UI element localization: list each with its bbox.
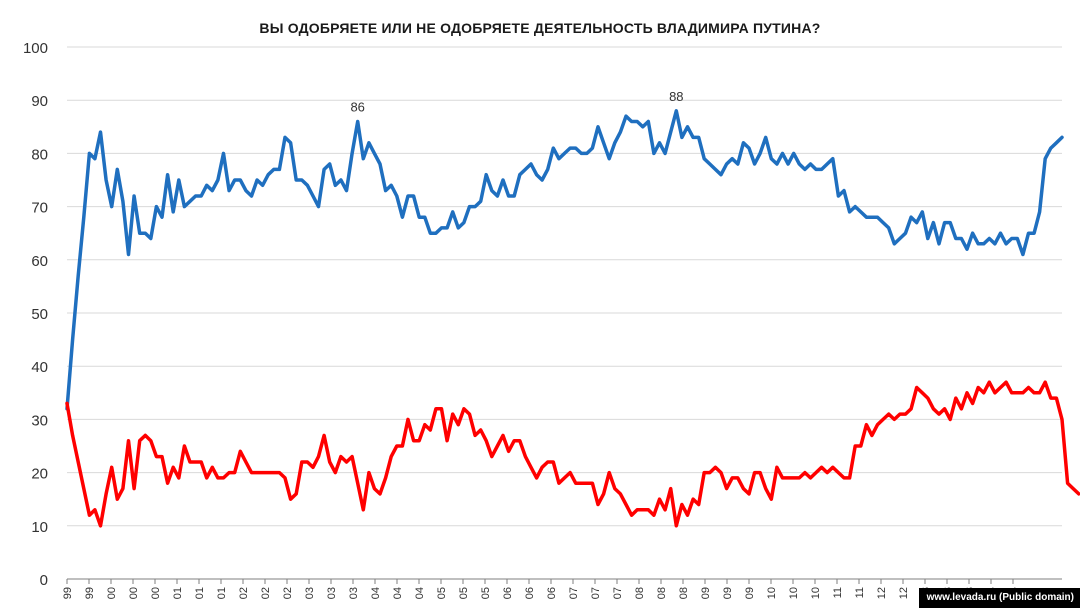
data-label: 88 [669, 89, 683, 104]
x-tick-label: 05 [436, 587, 448, 599]
x-tick-label: 01 [194, 587, 206, 599]
x-tick-label: 03 [348, 587, 360, 599]
x-tick-label: 11 [854, 587, 866, 598]
y-tick-label: 30 [31, 412, 48, 429]
y-tick-label: 100 [23, 40, 48, 57]
data-labels: 86 88 83 [350, 0, 1080, 114]
x-tick-label: 05 [458, 587, 470, 599]
y-tick-label: 90 [31, 93, 48, 110]
x-tick-label: 09 [722, 587, 734, 599]
x-tick-label: 08 [656, 587, 668, 599]
data-label: 86 [350, 99, 364, 114]
x-tick-label: 10 [810, 587, 822, 599]
x-tick-label: 10 [788, 587, 800, 599]
x-tick-label: 00 [106, 587, 118, 599]
x-tick-label: 00 [128, 587, 140, 599]
x-tick-label: 02 [238, 587, 250, 599]
x-tick-label: 07 [612, 587, 624, 599]
y-tick-label: 70 [31, 200, 48, 217]
x-tick-label: 04 [370, 587, 382, 599]
gridlines [67, 46, 1062, 527]
x-tick-label: 08 [634, 587, 646, 599]
data-label: 83 [1066, 0, 1080, 3]
series-lines [65, 109, 1080, 528]
y-tick-label: 50 [31, 306, 48, 323]
x-tick-label: 99 [62, 587, 74, 599]
x-tick-label: 09 [700, 587, 712, 599]
x-tick-label: 12 [898, 587, 910, 599]
x-tick-label: 99 [84, 587, 96, 599]
x-tick-label: 00 [150, 587, 162, 599]
x-tick-label: 01 [172, 587, 184, 599]
x-tick-label: 02 [282, 587, 294, 599]
x-tick-label: 07 [568, 587, 580, 599]
x-tick-label: 12 [876, 587, 888, 599]
x-tick-label: 01 [216, 587, 228, 599]
x-tick-label: 05 [480, 587, 492, 599]
chart-title: ВЫ ОДОБРЯЕТЕ ИЛИ НЕ ОДОБРЯЕТЕ ДЕЯТЕЛЬНОС… [259, 20, 821, 36]
x-tick-label: 07 [590, 587, 602, 599]
x-tick-label: 10 [766, 587, 778, 599]
x-tick-label: 06 [546, 587, 558, 599]
y-tick-label: 80 [31, 146, 48, 163]
x-tick-label: 08 [678, 587, 690, 599]
y-tick-label: 10 [31, 519, 48, 536]
x-tick-label: 02 [260, 587, 272, 599]
y-tick-label: 0 [40, 572, 48, 589]
credit-watermark: www.levada.ru (Public domain) [918, 588, 1080, 608]
series-line-2 [65, 380, 1080, 528]
x-tick-label: 06 [524, 587, 536, 599]
x-tick-label: 11 [832, 587, 844, 598]
y-tick-label: 40 [31, 359, 48, 376]
x-tick-label: 09 [744, 587, 756, 599]
x-tick-label: 06 [502, 587, 514, 599]
x-tick-label: 04 [414, 587, 426, 599]
x-tick-label: 03 [326, 587, 338, 599]
x-tick-label: 04 [392, 587, 404, 599]
x-tick-label: 03 [304, 587, 316, 599]
series-line-1 [65, 109, 1064, 411]
y-tick-label: 20 [31, 466, 48, 483]
y-tick-label: 60 [31, 253, 48, 270]
